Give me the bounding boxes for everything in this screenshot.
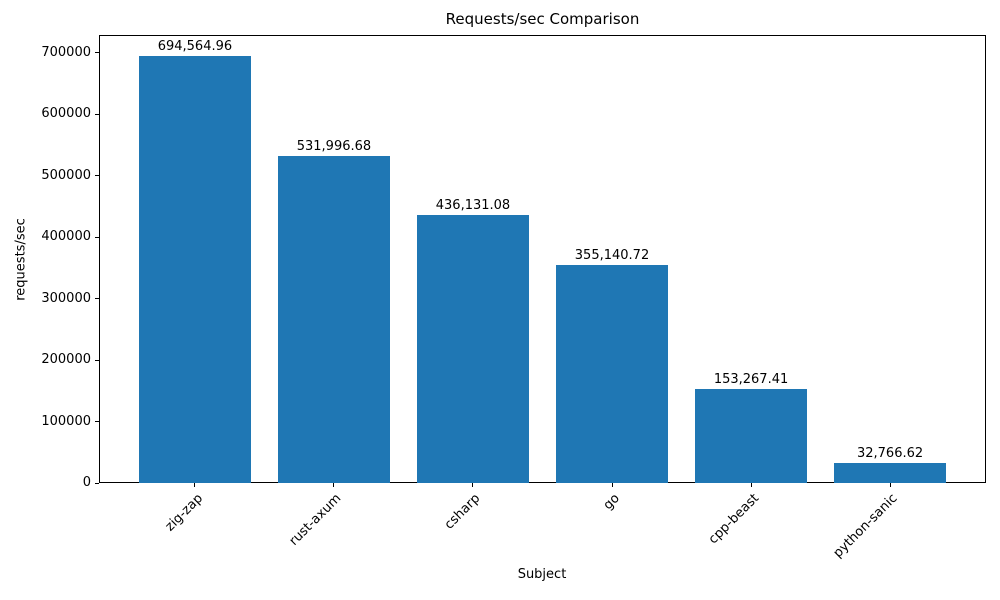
x-tick-mark	[889, 483, 891, 487]
bar-value-label: 153,267.41	[713, 371, 789, 387]
x-tick-label: cpp-beast	[705, 491, 762, 548]
x-tick-mark	[333, 483, 335, 487]
y-tick-label: 600000	[41, 106, 91, 122]
plot-area	[99, 35, 986, 483]
bar-value-label: 531,996.68	[296, 139, 372, 155]
y-tick-label: 500000	[41, 167, 91, 183]
chart-title: Requests/sec Comparison	[445, 10, 640, 28]
y-tick-label: 0	[82, 475, 91, 490]
x-tick-label: go	[600, 491, 623, 514]
bar	[834, 462, 946, 483]
bar-value-label: 436,131.08	[435, 198, 511, 214]
bar-value-label: 32,766.62	[856, 445, 924, 461]
y-tick-label: 100000	[41, 413, 91, 429]
bar	[556, 264, 668, 483]
y-tick-mark	[95, 52, 99, 54]
bar-value-label: 355,140.72	[574, 247, 650, 263]
y-tick-mark	[95, 113, 99, 115]
bar	[417, 215, 529, 483]
x-tick-label: python-sanic	[830, 491, 901, 561]
x-tick-mark	[750, 483, 752, 487]
y-tick-mark	[95, 298, 99, 300]
bar-value-label: 694,564.96	[157, 39, 233, 55]
y-axis-label: requests/sec	[13, 218, 29, 301]
bar	[695, 388, 807, 483]
x-tick-label: rust-axum	[286, 491, 345, 549]
x-tick-mark	[472, 483, 474, 487]
y-tick-mark	[95, 482, 99, 484]
x-axis-label: Subject	[517, 567, 567, 582]
y-tick-label: 300000	[41, 290, 91, 306]
bar	[278, 156, 390, 483]
y-tick-label: 200000	[41, 352, 91, 368]
x-tick-label: csharp	[442, 491, 484, 533]
y-tick-label: 700000	[41, 44, 91, 60]
y-tick-label: 400000	[41, 229, 91, 245]
x-tick-mark	[194, 483, 196, 487]
x-tick-mark	[611, 483, 613, 487]
x-tick-label: zig-zap	[162, 491, 206, 535]
y-tick-mark	[95, 359, 99, 361]
y-tick-mark	[95, 175, 99, 177]
y-tick-mark	[95, 421, 99, 423]
y-tick-mark	[95, 236, 99, 238]
bar	[139, 56, 251, 483]
